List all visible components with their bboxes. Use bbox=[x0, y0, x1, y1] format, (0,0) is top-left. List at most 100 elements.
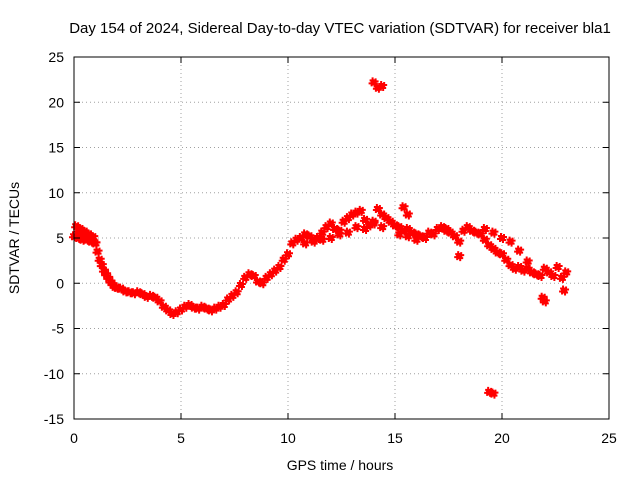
data-point bbox=[219, 299, 226, 306]
data-point bbox=[414, 238, 421, 245]
data-point bbox=[555, 265, 562, 272]
data-point bbox=[549, 271, 556, 278]
data-point bbox=[179, 308, 185, 315]
data-point bbox=[198, 301, 205, 308]
data-point bbox=[318, 234, 325, 241]
data-point bbox=[468, 225, 475, 232]
data-point bbox=[305, 231, 312, 238]
data-point bbox=[318, 227, 325, 234]
data-point bbox=[557, 272, 564, 279]
series-group bbox=[73, 218, 533, 267]
data-point bbox=[382, 213, 389, 220]
data-point bbox=[420, 233, 427, 239]
data-point bbox=[361, 214, 368, 221]
data-points bbox=[69, 77, 572, 399]
data-point bbox=[147, 290, 154, 297]
data-point bbox=[245, 269, 252, 276]
data-point bbox=[395, 229, 402, 236]
data-point bbox=[164, 305, 171, 312]
data-point bbox=[230, 294, 237, 301]
data-point bbox=[536, 271, 543, 278]
data-point bbox=[356, 205, 363, 212]
data-point bbox=[301, 229, 308, 236]
data-point bbox=[206, 305, 213, 312]
data-point bbox=[174, 311, 181, 318]
data-point bbox=[326, 233, 333, 239]
data-point bbox=[93, 242, 100, 249]
data-point bbox=[134, 287, 141, 294]
data-point bbox=[442, 223, 449, 230]
data-point bbox=[337, 229, 344, 236]
data-point bbox=[519, 265, 526, 272]
x-tick-label: 0 bbox=[70, 430, 78, 446]
data-point bbox=[527, 267, 534, 274]
data-point bbox=[168, 309, 175, 316]
data-point bbox=[515, 261, 522, 268]
data-point bbox=[562, 267, 569, 274]
data-point bbox=[538, 292, 545, 299]
data-point bbox=[215, 301, 222, 308]
data-point bbox=[326, 218, 333, 225]
data-point bbox=[498, 249, 504, 256]
y-tick-label: 5 bbox=[56, 230, 64, 246]
data-point bbox=[268, 273, 275, 280]
data-point bbox=[395, 222, 402, 229]
data-point bbox=[249, 271, 256, 278]
data-point bbox=[290, 242, 297, 249]
data-point bbox=[506, 260, 513, 267]
data-point bbox=[489, 388, 496, 395]
data-point bbox=[386, 216, 393, 223]
data-point bbox=[279, 254, 286, 261]
data-point bbox=[117, 283, 124, 290]
data-point bbox=[416, 231, 423, 238]
data-point bbox=[476, 229, 483, 236]
data-point bbox=[517, 249, 524, 256]
data-point bbox=[538, 275, 545, 282]
data-point bbox=[84, 229, 91, 236]
data-point bbox=[403, 209, 410, 216]
data-point bbox=[502, 254, 509, 261]
y-tick-label: -5 bbox=[52, 321, 65, 337]
data-point bbox=[493, 247, 500, 254]
data-point bbox=[472, 227, 479, 234]
data-point bbox=[391, 220, 397, 227]
data-point bbox=[243, 276, 250, 283]
data-point bbox=[371, 222, 378, 229]
data-point bbox=[281, 258, 288, 265]
data-point bbox=[444, 227, 451, 234]
data-point bbox=[292, 234, 299, 241]
data-point bbox=[455, 251, 462, 258]
data-point bbox=[562, 289, 569, 296]
data-point bbox=[151, 292, 158, 299]
data-point bbox=[264, 276, 271, 283]
data-point bbox=[232, 287, 239, 294]
data-point bbox=[155, 296, 162, 303]
data-point bbox=[485, 386, 492, 393]
data-point bbox=[491, 231, 498, 238]
data-point bbox=[401, 206, 408, 213]
data-point bbox=[328, 237, 335, 243]
data-point bbox=[482, 227, 489, 234]
grid bbox=[74, 57, 609, 419]
data-point bbox=[500, 237, 506, 243]
data-point bbox=[373, 82, 380, 89]
data-point bbox=[403, 231, 410, 238]
data-point bbox=[397, 233, 404, 240]
series-group bbox=[69, 204, 572, 320]
data-point bbox=[234, 291, 241, 298]
data-point bbox=[309, 236, 316, 243]
data-point bbox=[226, 298, 233, 305]
data-point bbox=[523, 256, 530, 263]
data-point bbox=[369, 218, 376, 225]
data-point bbox=[450, 231, 457, 238]
data-point bbox=[489, 227, 496, 234]
data-point bbox=[254, 276, 261, 283]
chart-title: Day 154 of 2024, Sidereal Day-to-day VTE… bbox=[69, 20, 611, 37]
data-point bbox=[311, 240, 318, 247]
data-point bbox=[260, 282, 267, 289]
y-tick-label: 0 bbox=[56, 275, 64, 291]
data-point bbox=[545, 267, 552, 274]
data-point bbox=[185, 299, 192, 306]
data-point bbox=[380, 84, 387, 91]
y-tick-label: 10 bbox=[48, 185, 64, 201]
